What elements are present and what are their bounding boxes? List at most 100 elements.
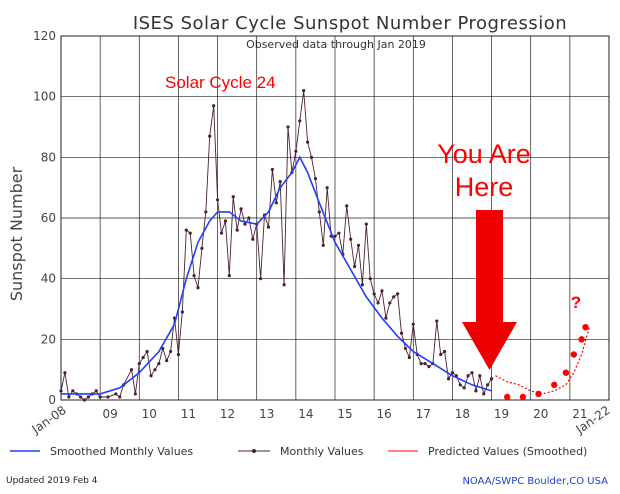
monthly-point xyxy=(352,264,357,269)
monthly-point xyxy=(63,371,67,375)
predicted-point xyxy=(551,381,558,389)
updated-note: Updated 2019 Feb 4 xyxy=(6,476,98,486)
monthly-point xyxy=(184,228,188,232)
x-tick-label: 15 xyxy=(337,407,352,421)
series-layer xyxy=(59,89,590,402)
series-predicted-line xyxy=(495,327,590,395)
monthly-point xyxy=(149,374,153,378)
monthly-point xyxy=(399,331,404,335)
monthly-point xyxy=(204,210,208,214)
monthly-point xyxy=(368,277,372,281)
legend: Smoothed Monthly Values Monthly Values P… xyxy=(10,445,587,458)
monthly-point xyxy=(396,292,400,296)
monthly-point xyxy=(337,231,341,235)
predicted-point xyxy=(519,393,527,401)
monthly-point xyxy=(235,228,239,232)
monthly-point xyxy=(302,89,306,93)
x-tick-label: 09 xyxy=(103,407,118,421)
monthly-point xyxy=(141,355,145,360)
monthly-point xyxy=(231,195,235,199)
chart-title: ISES Solar Cycle Sunspot Number Progress… xyxy=(133,13,567,34)
monthly-point xyxy=(133,392,137,396)
monthly-point xyxy=(474,389,478,393)
predicted-point xyxy=(535,390,542,398)
monthly-point xyxy=(176,352,181,357)
monthly-point xyxy=(282,283,286,287)
legend-label-monthly: Monthly Values xyxy=(280,445,364,458)
monthly-point xyxy=(298,119,302,123)
source-note: NOAA/SWPC Boulder,CO USA xyxy=(462,476,608,487)
monthly-point xyxy=(403,346,408,351)
x-tick-label: 19 xyxy=(494,407,509,421)
predicted-point xyxy=(504,393,511,401)
cycle-annotation: Solar Cycle 24 xyxy=(165,73,276,92)
monthly-point xyxy=(309,155,314,159)
x-tick-label: 18 xyxy=(455,407,470,421)
gridlines xyxy=(61,36,609,400)
monthly-point xyxy=(188,231,192,235)
monthly-point xyxy=(192,274,196,278)
monthly-point xyxy=(489,377,494,381)
monthly-point xyxy=(223,219,227,223)
monthly-point xyxy=(106,395,110,399)
monthly-point xyxy=(82,398,87,402)
monthly-point xyxy=(180,310,184,314)
monthly-point xyxy=(486,383,490,387)
you-are-here-line1: You Are xyxy=(437,139,531,169)
monthly-point xyxy=(286,125,290,129)
predicted-point xyxy=(582,324,589,331)
monthly-point xyxy=(470,371,474,375)
monthly-point xyxy=(259,277,263,281)
monthly-point xyxy=(325,186,329,190)
monthly-point xyxy=(59,389,63,393)
monthly-point xyxy=(157,362,161,366)
monthly-point xyxy=(411,322,415,326)
monthly-point xyxy=(208,134,212,138)
monthly-point xyxy=(462,386,466,390)
monthly-point xyxy=(145,349,149,354)
monthly-point xyxy=(384,316,388,320)
monthly-point xyxy=(118,395,122,399)
x-tick-label: 14 xyxy=(298,407,313,421)
monthly-point xyxy=(270,167,274,172)
monthly-point xyxy=(392,295,396,299)
monthly-point xyxy=(419,362,423,366)
monthly-point xyxy=(243,222,247,226)
monthly-point xyxy=(239,207,243,211)
x-tick-label: 12 xyxy=(220,407,235,421)
y-tick-label: 120 xyxy=(33,29,56,43)
monthly-point xyxy=(478,374,482,378)
monthly-point xyxy=(200,246,204,250)
y-tick-label: 100 xyxy=(33,90,56,104)
predicted-point xyxy=(578,336,585,343)
monthly-point xyxy=(360,283,364,287)
monthly-point xyxy=(114,392,118,396)
monthly-point xyxy=(313,176,318,181)
monthly-point xyxy=(380,289,384,293)
monthly-point xyxy=(86,395,90,399)
monthly-point xyxy=(435,319,439,323)
monthly-point xyxy=(215,198,220,202)
predicted-point xyxy=(562,369,570,376)
predicted-point xyxy=(570,351,577,358)
monthly-point xyxy=(212,104,216,108)
y-axis-ticks: 0 20 40 60 80 100 120 xyxy=(33,29,56,407)
monthly-point xyxy=(274,201,278,205)
question-mark: ? xyxy=(571,293,581,312)
monthly-point xyxy=(129,368,134,372)
monthly-point xyxy=(345,204,349,208)
monthly-point xyxy=(482,392,486,396)
x-tick-label: 11 xyxy=(181,407,196,421)
monthly-point xyxy=(446,377,451,381)
monthly-point xyxy=(349,237,353,241)
monthly-point xyxy=(294,149,298,153)
monthly-point xyxy=(227,274,231,278)
y-tick-label: 60 xyxy=(41,211,56,225)
monthly-point xyxy=(153,368,157,372)
monthly-point xyxy=(321,243,325,247)
monthly-point xyxy=(165,358,169,363)
x-tick-label: 13 xyxy=(259,407,274,421)
monthly-point xyxy=(196,286,200,290)
y-tick-label: 20 xyxy=(41,332,56,346)
